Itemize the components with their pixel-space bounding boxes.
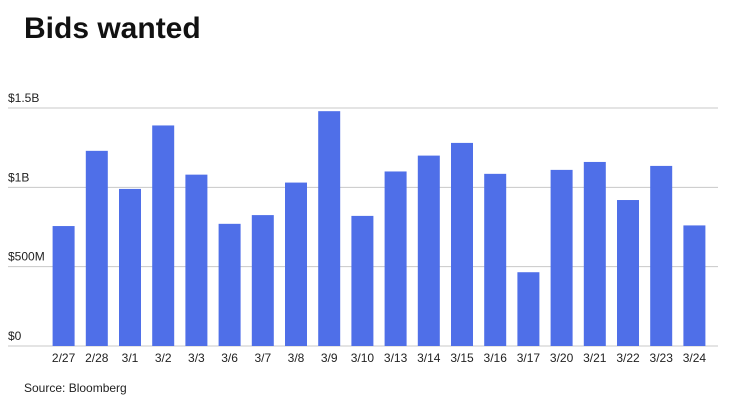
x-tick-label: 3/13 [384,351,408,365]
y-tick-label: $1B [8,170,29,184]
bar [650,165,673,346]
bar [517,272,540,346]
bar [451,142,473,346]
x-tick-label: 3/21 [583,351,607,365]
bar [185,174,208,346]
bar [318,111,341,346]
x-tick-label: 3/8 [288,351,305,365]
bar [251,215,274,346]
y-tick-label: $500M [8,250,45,264]
x-tick-label: 3/16 [484,351,508,365]
bar [583,161,606,346]
bar [417,155,440,346]
x-tick-label: 3/17 [517,351,541,365]
bar [484,173,507,346]
x-tick-label: 3/10 [351,351,375,365]
bar [550,169,573,346]
x-tick-label: 3/3 [188,351,205,365]
x-tick-label: 3/7 [254,351,271,365]
bar [218,223,241,346]
bar [683,225,706,346]
y-tick-label: $0 [8,329,22,343]
x-tick-label: 3/1 [122,351,139,365]
x-tick-label: 3/2 [155,351,172,365]
bar [285,182,307,346]
x-tick-label: 3/22 [616,351,640,365]
source: Source: Bloomberg [24,381,127,395]
bar [351,215,374,346]
x-tick-label: 2/28 [85,351,109,365]
x-tick-label: 3/24 [683,351,707,365]
x-tick-label: 3/9 [321,351,338,365]
bar [152,125,175,346]
x-tick-label: 2/27 [52,351,76,365]
bar [85,150,108,346]
x-tick-label: 3/15 [450,351,474,365]
bar [384,171,407,346]
bar [52,226,75,346]
x-tick-label: 3/23 [650,351,674,365]
bar [617,200,639,346]
x-tick-label: 3/14 [417,351,441,365]
y-tick-label: $1.5B [8,91,39,105]
bar [119,188,141,346]
x-tick-label: 3/20 [550,351,574,365]
chart-title: Bids wanted [24,12,201,45]
x-tick-label: 3/6 [221,351,238,365]
